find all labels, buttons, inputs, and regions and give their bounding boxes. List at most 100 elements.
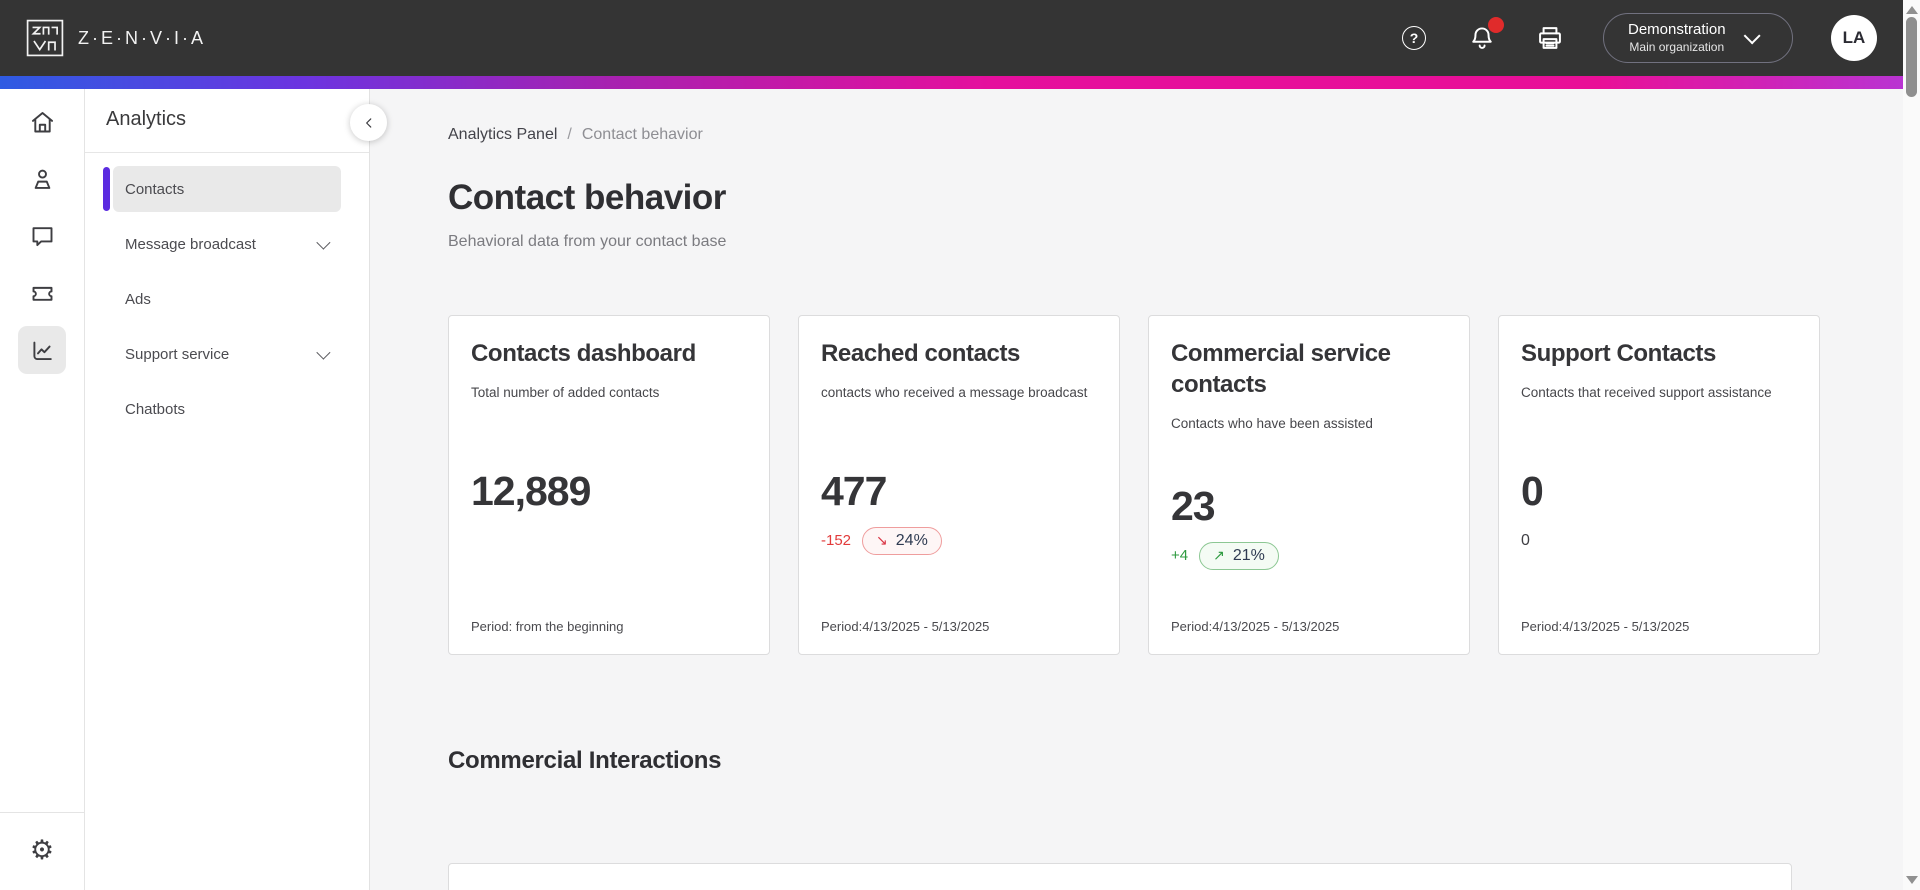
card-delta-row: +4 ↗ 21% bbox=[1171, 538, 1447, 574]
page-title: Contact behavior bbox=[448, 178, 726, 217]
sidebar-item-message-broadcast[interactable]: Message broadcast bbox=[113, 221, 341, 267]
chevron-down-icon bbox=[316, 345, 331, 360]
chevron-down-icon bbox=[316, 235, 331, 250]
chevron-down-icon bbox=[1743, 27, 1761, 45]
card-value: 23 bbox=[1171, 482, 1216, 529]
card-period: Period: from the beginning bbox=[471, 619, 624, 634]
card-delta-row: -152 ↘ 24% bbox=[821, 523, 1097, 559]
chat-bubble-icon bbox=[32, 226, 52, 246]
sidebar-item-label: Ads bbox=[125, 290, 151, 308]
top-navigation-bar: Z·E·N·V·I·A ? bbox=[0, 0, 1903, 76]
breadcrumb-analytics-panel[interactable]: Analytics Panel bbox=[448, 126, 558, 143]
sidebar-item-contacts[interactable]: Contacts bbox=[103, 166, 341, 212]
zenvia-brand[interactable]: Z·E·N·V·I·A bbox=[26, 19, 206, 57]
trend-badge: ↘ 24% bbox=[862, 526, 942, 555]
rail-item-analytics[interactable] bbox=[18, 326, 66, 374]
rail-item-tickets[interactable] bbox=[18, 269, 66, 317]
kpi-cards-row: Contacts dashboard Total number of added… bbox=[448, 315, 1903, 655]
card-description: contacts who received a message broadcas… bbox=[821, 385, 1088, 401]
scroll-down-arrow-icon[interactable] bbox=[1905, 876, 1918, 884]
rail-divider bbox=[0, 812, 84, 813]
card-value: 0 bbox=[1521, 467, 1544, 514]
help-icon: ? bbox=[1402, 26, 1426, 50]
page-subtitle: Behavioral data from your contact base bbox=[448, 233, 727, 250]
delta-value: -152 bbox=[821, 532, 852, 550]
topbar-actions: ? Demonstration Ma bbox=[1399, 13, 1877, 63]
card-title: Contacts dashboard bbox=[471, 340, 696, 367]
organization-switcher[interactable]: Demonstration Main organization bbox=[1603, 13, 1793, 63]
card-period: Period:4/13/2025 - 5/13/2025 bbox=[821, 619, 990, 634]
icon-rail: ⚙ bbox=[0, 89, 85, 890]
sidebar-item-label: Chatbots bbox=[125, 400, 186, 418]
card-title: Commercial service contacts bbox=[1171, 340, 1391, 399]
collapse-sidebar-button[interactable] bbox=[350, 104, 387, 141]
card-commercial-service-contacts: Commercial service contacts Contacts who… bbox=[1148, 315, 1470, 655]
trend-up-icon: ↗ bbox=[1213, 547, 1225, 563]
card-reached-contacts: Reached contacts contacts who received a… bbox=[798, 315, 1120, 655]
card-delta-row bbox=[471, 523, 747, 559]
card-description: Contacts that received support assistanc… bbox=[1521, 385, 1772, 401]
sidebar-item-label: Support service bbox=[125, 345, 230, 363]
trend-percent: 24% bbox=[895, 531, 928, 549]
card-delta-row: 0 bbox=[1521, 523, 1797, 559]
organization-name: Demonstration bbox=[1628, 21, 1726, 39]
chevron-left-icon bbox=[365, 117, 371, 128]
gear-icon: ⚙ bbox=[29, 834, 55, 865]
sidebar-divider bbox=[85, 152, 369, 153]
sidebar-item-label: Message broadcast bbox=[125, 235, 256, 253]
organization-labels: Demonstration Main organization bbox=[1628, 21, 1726, 55]
card-support-contacts: Support Contacts Contacts that received … bbox=[1498, 315, 1820, 655]
card-title: Reached contacts bbox=[821, 340, 1021, 367]
scrollbar-thumb[interactable] bbox=[1906, 17, 1917, 97]
rail-item-settings[interactable]: ⚙ bbox=[18, 826, 66, 874]
zenvia-logo-icon bbox=[26, 19, 64, 57]
card-sub-value: 0 bbox=[1521, 531, 1530, 549]
card-description: Total number of added contacts bbox=[471, 385, 660, 401]
card-value: 477 bbox=[821, 467, 887, 514]
sidebar-menu: Contacts Message broadcast Ads Support s… bbox=[85, 166, 369, 432]
breadcrumb-separator: / bbox=[567, 126, 572, 143]
sidebar-item-chatbots[interactable]: Chatbots bbox=[113, 386, 341, 432]
bell-icon bbox=[1472, 27, 1492, 49]
home-icon bbox=[31, 111, 53, 132]
active-indicator-bar bbox=[103, 167, 110, 211]
card-title: Support Contacts bbox=[1521, 340, 1716, 367]
card-period: Period:4/13/2025 - 5/13/2025 bbox=[1521, 619, 1690, 634]
rail-item-home[interactable] bbox=[18, 98, 66, 146]
vertical-scrollbar[interactable] bbox=[1903, 0, 1920, 890]
brand-gradient-bar bbox=[0, 76, 1903, 89]
delta-value: +4 bbox=[1171, 547, 1189, 564]
sidebar-item-support-service[interactable]: Support service bbox=[113, 331, 341, 377]
print-button[interactable] bbox=[1535, 23, 1565, 53]
notifications-button[interactable] bbox=[1467, 17, 1504, 53]
printer-icon bbox=[1539, 27, 1561, 49]
trend-down-icon: ↘ bbox=[876, 532, 888, 549]
card-description: Contacts who have been assisted bbox=[1171, 416, 1373, 432]
organization-type: Main organization bbox=[1629, 39, 1725, 54]
rail-item-contacts[interactable] bbox=[18, 155, 66, 203]
trend-badge: ↗ 21% bbox=[1199, 541, 1279, 570]
breadcrumb-current: Contact behavior bbox=[581, 126, 703, 143]
ticket-icon bbox=[32, 286, 52, 301]
help-button[interactable]: ? bbox=[1399, 23, 1429, 53]
sidebar-item-ads[interactable]: Ads bbox=[113, 276, 341, 322]
scroll-up-arrow-icon[interactable] bbox=[1905, 6, 1918, 14]
main-content: Analytics Panel / Contact behavior Conta… bbox=[370, 89, 1903, 890]
brand-wordmark: Z·E·N·V·I·A bbox=[78, 27, 206, 48]
notification-badge bbox=[1488, 17, 1504, 33]
user-avatar[interactable]: LA bbox=[1831, 15, 1877, 61]
sidebar-item-label: Contacts bbox=[125, 180, 185, 198]
card-period: Period:4/13/2025 - 5/13/2025 bbox=[1171, 619, 1340, 634]
breadcrumb: Analytics Panel / Contact behavior bbox=[448, 126, 1903, 144]
sidebar-title: Analytics bbox=[106, 108, 187, 130]
analytics-chart-icon bbox=[32, 341, 52, 360]
commercial-interactions-card-partial bbox=[448, 863, 1792, 890]
card-contacts-dashboard: Contacts dashboard Total number of added… bbox=[448, 315, 770, 655]
trend-percent: 21% bbox=[1232, 546, 1265, 564]
person-icon bbox=[34, 169, 50, 189]
card-value: 12,889 bbox=[471, 467, 591, 514]
analytics-sidebar: Analytics Contacts Message broadcast Ads… bbox=[85, 89, 387, 890]
section-title-commercial-interactions: Commercial Interactions bbox=[448, 747, 722, 774]
rail-item-conversations[interactable] bbox=[18, 212, 66, 260]
